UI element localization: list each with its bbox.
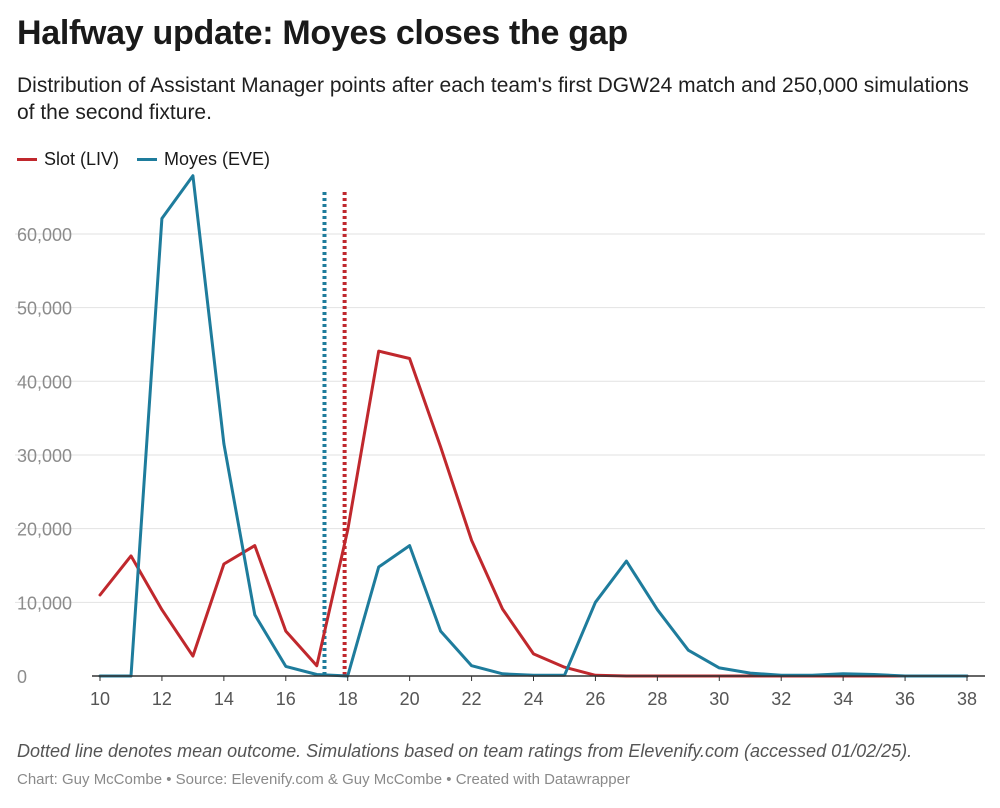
legend-label-moyes: Moyes (EVE)	[164, 149, 271, 169]
chart-title: Halfway update: Moyes closes the gap	[17, 14, 628, 52]
x-tick-label: 32	[771, 689, 791, 709]
x-tick-label: 26	[585, 689, 605, 709]
x-tick-label: 24	[523, 689, 543, 709]
x-tick-label: 28	[647, 689, 667, 709]
series-line-0	[98, 349, 969, 678]
x-tick-label: 30	[709, 689, 729, 709]
y-tick-label: 60,000	[17, 225, 72, 245]
x-tick-label: 12	[152, 689, 172, 709]
y-tick-label: 40,000	[17, 372, 72, 392]
credits: Chart: Guy McCombe • Source: Elevenify.c…	[17, 771, 630, 788]
y-tick-label: 20,000	[17, 520, 72, 540]
x-tick-label: 16	[276, 689, 296, 709]
x-tick-label: 38	[957, 689, 977, 709]
y-tick-label: 30,000	[17, 446, 72, 466]
legend: Slot (LIV) Moyes (EVE)	[17, 149, 270, 170]
legend-item-moyes: Moyes (EVE)	[137, 149, 270, 170]
x-tick-label: 22	[462, 689, 482, 709]
y-tick-label: 10,000	[17, 593, 72, 613]
x-tick-label: 20	[400, 689, 420, 709]
chart-subtitle: Distribution of Assistant Manager points…	[17, 74, 969, 124]
footnote: Dotted line denotes mean outcome. Simula…	[17, 741, 913, 761]
x-tick-label: 18	[338, 689, 358, 709]
legend-label-slot: Slot (LIV)	[44, 149, 120, 169]
series-line-1	[98, 174, 969, 678]
y-tick-label: 0	[17, 667, 27, 687]
x-tick-label: 10	[90, 689, 110, 709]
y-tick-label: 50,000	[17, 299, 72, 319]
legend-swatch-slot	[17, 158, 37, 161]
x-tick-label: 14	[214, 689, 234, 709]
x-tick-label: 36	[895, 689, 915, 709]
legend-swatch-moyes	[137, 158, 158, 161]
legend-item-slot: Slot (LIV)	[17, 149, 119, 170]
x-tick-label: 34	[833, 689, 853, 709]
